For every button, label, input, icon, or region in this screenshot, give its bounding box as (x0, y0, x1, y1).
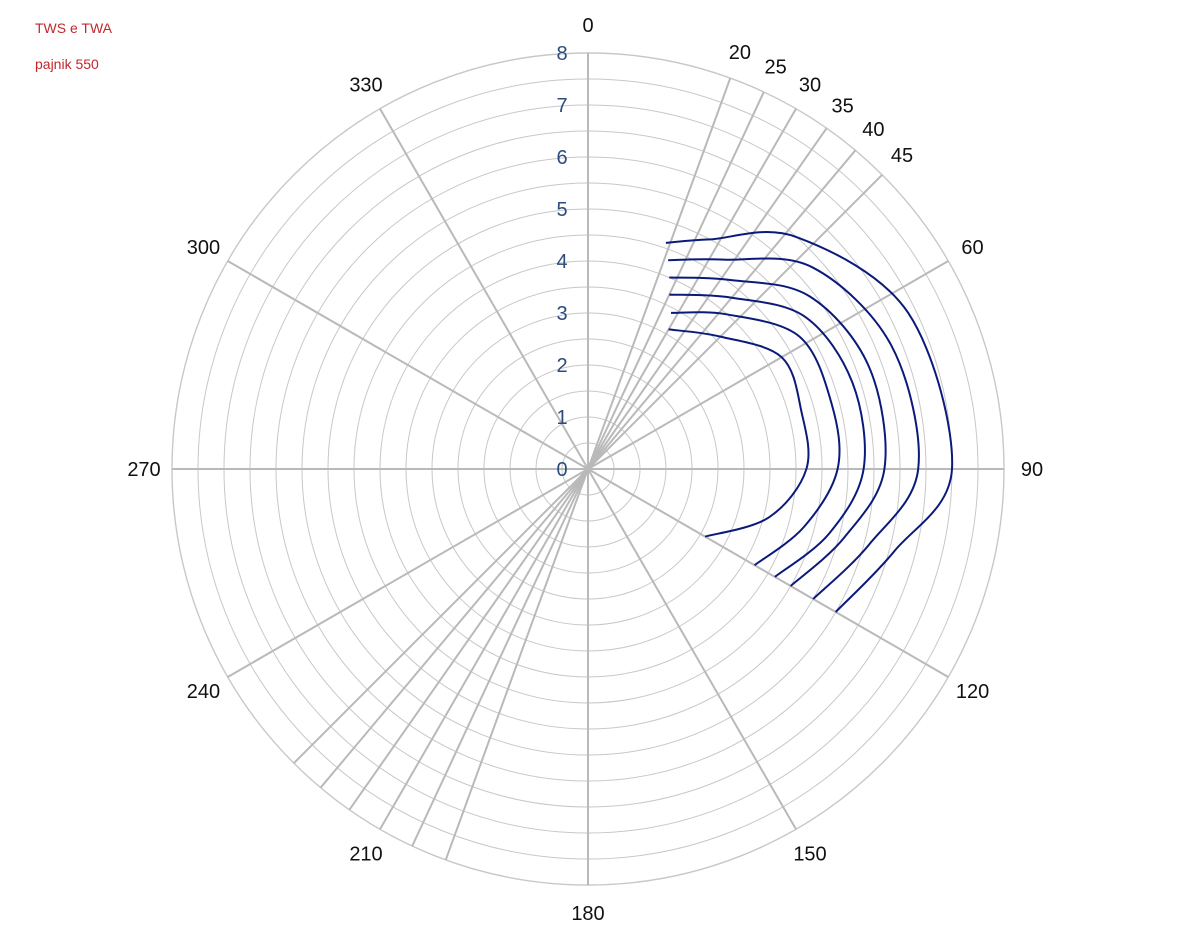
radial-tick-label: 7 (556, 95, 567, 117)
angle-tick-label: 20 (729, 42, 751, 64)
angle-tick-label: 60 (961, 237, 983, 259)
series-line-5 (668, 257, 920, 600)
spoke-25 (587, 91, 765, 470)
radial-tick-label: 0 (556, 459, 567, 481)
angle-tick-label: 270 (127, 459, 160, 481)
angle-tick-label: 25 (765, 57, 787, 79)
angle-tick-label: 300 (187, 237, 220, 259)
spoke-300 (227, 260, 589, 470)
angle-tick-label: 40 (862, 119, 884, 141)
spoke-120 (587, 468, 949, 678)
radial-tick-label: 4 (556, 251, 567, 273)
radial-tick-label: 2 (556, 355, 567, 377)
radial-tick-label: 8 (556, 43, 567, 65)
spoke-60 (587, 260, 949, 470)
angle-tick-label: 120 (956, 681, 989, 703)
angle-tick-label: 180 (571, 903, 604, 925)
spoke-215 (348, 468, 589, 811)
legend-title: TWS e TWA (35, 20, 112, 36)
series-line-2 (670, 311, 841, 566)
angle-tick-label: 150 (793, 844, 826, 866)
spoke-45 (587, 174, 883, 470)
spoke-225 (293, 468, 589, 764)
angular-spokes (172, 53, 1004, 885)
radial-tick-label: 6 (556, 147, 567, 169)
spoke-210 (379, 468, 589, 830)
angle-tick-label: 35 (832, 95, 854, 117)
angle-tick-label: 330 (349, 74, 382, 96)
radial-tick-label: 3 (556, 303, 567, 325)
radial-tick-label: 5 (556, 199, 567, 221)
angle-tick-label: 90 (1021, 459, 1043, 481)
angle-tick-label: 240 (187, 681, 220, 703)
angle-tick-label: 45 (891, 145, 913, 167)
series-lines (665, 231, 954, 613)
spoke-20 (587, 77, 732, 470)
radial-tick-labels: 0 1 2 3 4 5 6 7 8 (556, 43, 567, 481)
angular-tick-labels: 0202530354045609012015018021024027030033… (127, 15, 1043, 925)
spoke-220 (319, 468, 589, 789)
series-line-3 (669, 293, 866, 578)
spoke-330 (379, 108, 589, 470)
angle-tick-label: 210 (349, 844, 382, 866)
spoke-30 (587, 108, 797, 470)
legend-subtitle: pajnik 550 (35, 56, 99, 72)
spoke-200 (444, 468, 589, 861)
spoke-35 (587, 127, 828, 470)
radial-tick-label: 1 (556, 407, 567, 429)
spoke-205 (411, 468, 589, 847)
spoke-150 (587, 468, 797, 830)
spoke-40 (587, 149, 857, 470)
series-line-6 (665, 231, 954, 613)
angle-tick-label: 30 (799, 74, 821, 96)
series-line-1 (668, 328, 810, 538)
series-line-4 (669, 276, 887, 587)
angle-tick-label: 0 (582, 15, 593, 37)
spoke-240 (227, 468, 589, 678)
